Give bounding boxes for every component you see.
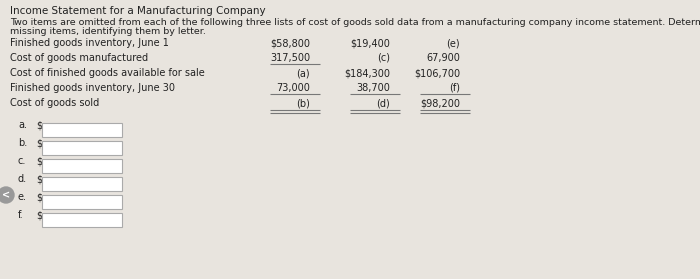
Text: d.: d.: [18, 174, 27, 184]
Text: e.: e.: [18, 192, 27, 202]
Text: missing items, identifying them by letter.: missing items, identifying them by lette…: [10, 27, 206, 36]
Bar: [42, 213, 122, 227]
Bar: [42, 195, 122, 209]
Text: $19,400: $19,400: [350, 38, 390, 48]
Bar: [42, 123, 122, 137]
Text: $: $: [36, 210, 42, 220]
Bar: [42, 177, 122, 191]
Text: (f): (f): [449, 83, 460, 93]
Text: $184,300: $184,300: [344, 68, 390, 78]
Bar: [42, 159, 122, 173]
Text: $: $: [36, 138, 42, 148]
Text: 317,500: 317,500: [270, 53, 310, 63]
Bar: [42, 141, 122, 155]
Text: $: $: [36, 174, 42, 184]
Text: Finished goods inventory, June 30: Finished goods inventory, June 30: [10, 83, 175, 93]
Text: Cost of goods sold: Cost of goods sold: [10, 98, 99, 108]
Text: f.: f.: [18, 210, 24, 220]
Text: Finished goods inventory, June 1: Finished goods inventory, June 1: [10, 38, 169, 48]
Text: 73,000: 73,000: [276, 83, 310, 93]
Text: $: $: [36, 192, 42, 202]
Text: $98,200: $98,200: [420, 98, 460, 108]
Text: (d): (d): [377, 98, 390, 108]
Text: (e): (e): [447, 38, 460, 48]
Text: <: <: [2, 190, 10, 200]
Text: Cost of finished goods available for sale: Cost of finished goods available for sal…: [10, 68, 204, 78]
Text: $: $: [36, 120, 42, 130]
Text: a.: a.: [18, 120, 27, 130]
Text: Income Statement for a Manufacturing Company: Income Statement for a Manufacturing Com…: [10, 6, 265, 16]
Text: $106,700: $106,700: [414, 68, 460, 78]
Text: 67,900: 67,900: [426, 53, 460, 63]
Text: 38,700: 38,700: [356, 83, 390, 93]
Text: $58,800: $58,800: [270, 38, 310, 48]
Text: Two items are omitted from each of the following three lists of cost of goods so: Two items are omitted from each of the f…: [10, 18, 700, 27]
Text: (a): (a): [296, 68, 310, 78]
Text: (c): (c): [377, 53, 390, 63]
Text: (b): (b): [296, 98, 310, 108]
Text: $: $: [36, 156, 42, 166]
Text: b.: b.: [18, 138, 27, 148]
Text: Cost of goods manufactured: Cost of goods manufactured: [10, 53, 148, 63]
Text: c.: c.: [18, 156, 27, 166]
Circle shape: [0, 187, 14, 203]
